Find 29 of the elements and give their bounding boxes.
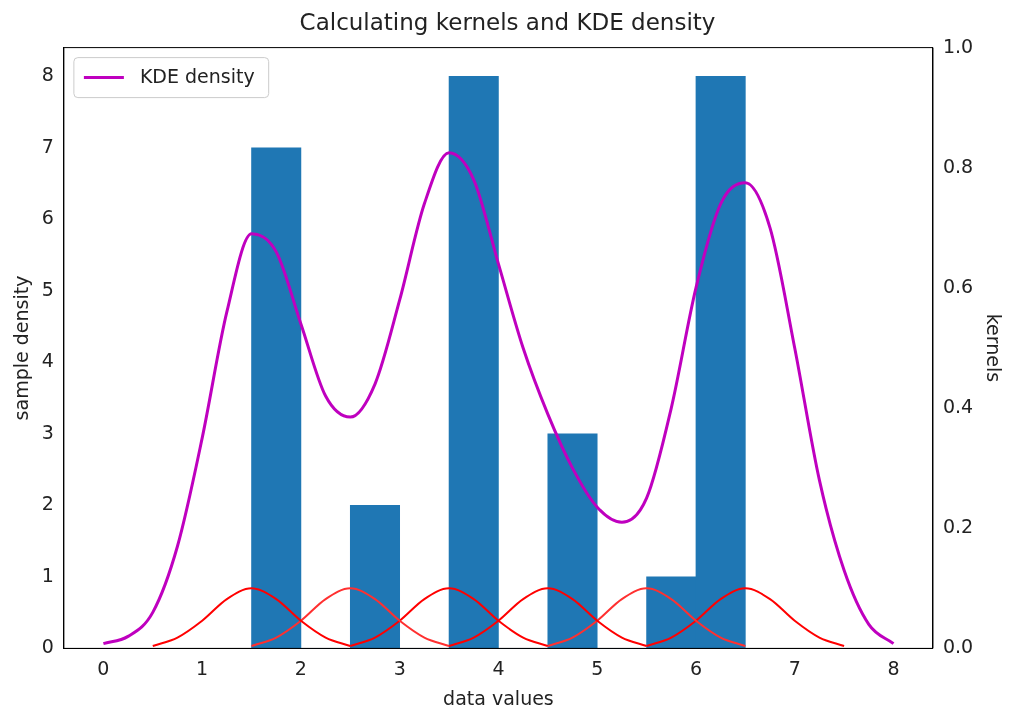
x-axis-title: data values	[443, 686, 554, 709]
x-tick-label: 5	[591, 656, 604, 679]
y2-tick-label: 0.0	[942, 635, 974, 658]
y-tick-label: 5	[41, 277, 54, 300]
y-tick-label: 7	[41, 134, 54, 157]
x-tick-label: 8	[887, 656, 900, 679]
x-tick-label: 2	[294, 656, 307, 679]
y2-axis-title: kernels	[982, 313, 1005, 383]
x-tick-label: 0	[97, 656, 110, 679]
chart-title: Calculating kernels and KDE density	[299, 8, 716, 35]
y2-tick-label: 0.4	[942, 395, 974, 418]
x-tick-label: 3	[393, 656, 406, 679]
y-tick-label: 1	[41, 563, 54, 586]
y-axis-title: sample density	[10, 275, 33, 421]
y2-tick-label: 1.0	[942, 34, 974, 57]
x-tick-label: 4	[492, 656, 505, 679]
y-tick-label: 6	[41, 206, 54, 229]
y2-tick-label: 0.6	[942, 274, 974, 297]
legend-label: KDE density	[139, 64, 255, 87]
x-tick-label: 7	[788, 656, 801, 679]
y2-tick-label: 0.2	[942, 515, 974, 538]
y-tick-label: 2	[41, 492, 54, 515]
x-tick-label: 6	[689, 656, 702, 679]
y-tick-label: 4	[41, 349, 54, 372]
y-tick-label: 8	[41, 63, 54, 86]
x-tick-label: 1	[196, 656, 209, 679]
y-tick-label: 3	[41, 420, 54, 443]
y-tick-label: 0	[41, 635, 54, 658]
y2-tick-label: 0.8	[942, 154, 974, 177]
